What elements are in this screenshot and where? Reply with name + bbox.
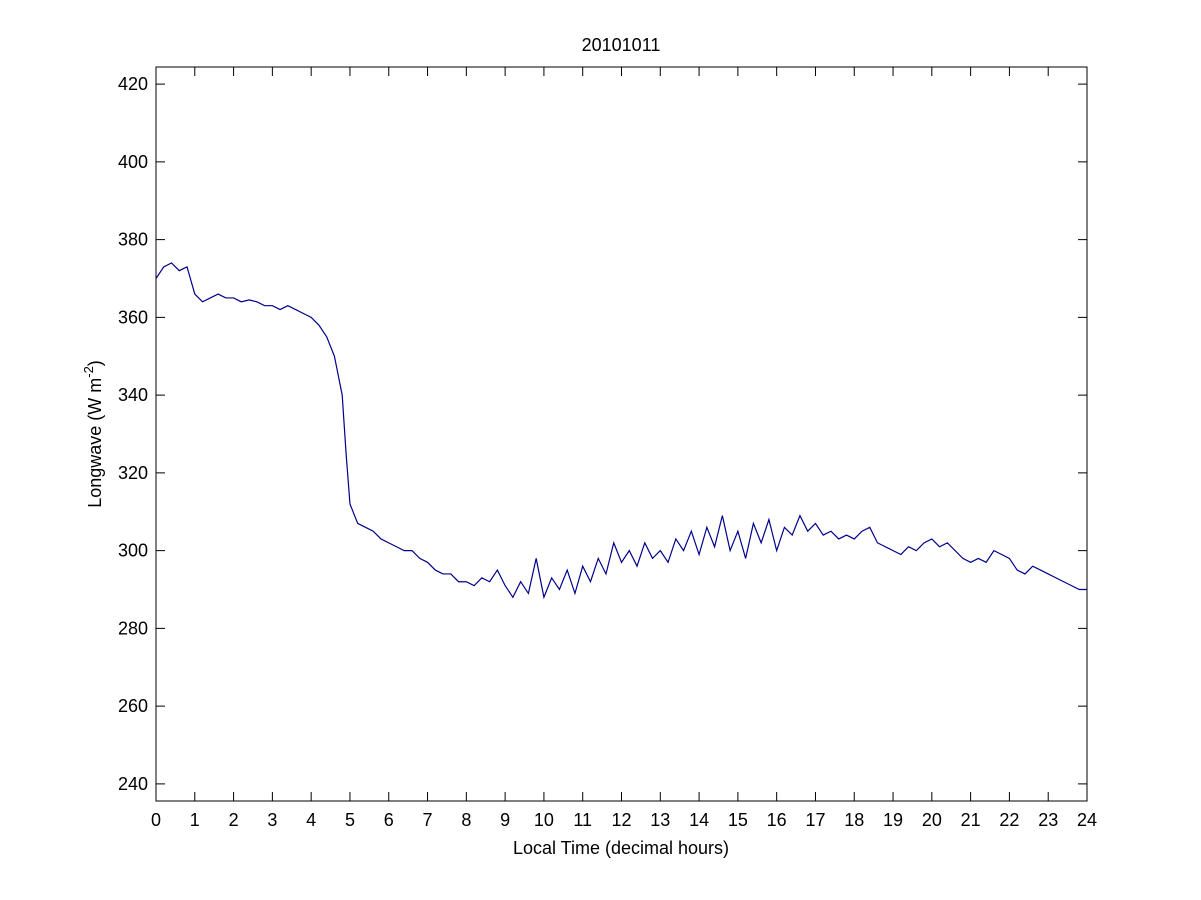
y-tick-label: 400 — [118, 152, 148, 172]
x-tick-label: 24 — [1077, 810, 1097, 830]
y-label-text: Longwave (W m — [85, 378, 105, 508]
x-tick-label: 13 — [650, 810, 670, 830]
x-tick-label: 12 — [611, 810, 631, 830]
y-tick-label: 260 — [118, 696, 148, 716]
x-tick-label: 9 — [500, 810, 510, 830]
x-axis-label: Local Time (decimal hours) — [513, 838, 729, 858]
x-tick-label: 15 — [728, 810, 748, 830]
y-tick-label: 320 — [118, 463, 148, 483]
x-tick-label: 14 — [689, 810, 709, 830]
x-tick-label: 6 — [384, 810, 394, 830]
y-label-sup: -2 — [81, 366, 96, 378]
x-tick-label: 22 — [999, 810, 1019, 830]
x-tick-label: 11 — [573, 810, 592, 830]
x-tick-label: 21 — [961, 810, 981, 830]
x-tick-label: 7 — [423, 810, 433, 830]
x-tick-label: 23 — [1038, 810, 1058, 830]
x-tick-label: 0 — [151, 810, 161, 830]
x-tick-label: 5 — [345, 810, 355, 830]
x-tick-label: 17 — [805, 810, 825, 830]
data-line — [155, 262, 1087, 600]
y-tick-label: 380 — [118, 230, 148, 250]
plot-box — [155, 66, 1088, 802]
y-axis-label: Longwave (W m-2) — [81, 360, 105, 508]
y-label-end: ) — [85, 360, 105, 366]
x-tick-label: 20 — [922, 810, 942, 830]
x-tick-label: 19 — [883, 810, 903, 830]
chart-title: 20101011 — [582, 35, 661, 55]
x-tick-label: 3 — [267, 810, 277, 830]
x-tick-label: 10 — [534, 810, 554, 830]
x-tick-label: 18 — [844, 810, 864, 830]
y-tick-label: 360 — [118, 307, 148, 327]
x-tick-label: 1 — [190, 810, 200, 830]
x-tick-label: 8 — [461, 810, 471, 830]
x-tick-label: 2 — [229, 810, 239, 830]
y-tick-label: 240 — [118, 774, 148, 794]
y-tick-label: 300 — [118, 541, 148, 561]
y-tick-label: 280 — [118, 618, 148, 638]
x-tick-label: 4 — [306, 810, 316, 830]
y-tick-label: 420 — [118, 74, 148, 94]
x-tick-label: 16 — [767, 810, 787, 830]
y-tick-label: 340 — [118, 385, 148, 405]
